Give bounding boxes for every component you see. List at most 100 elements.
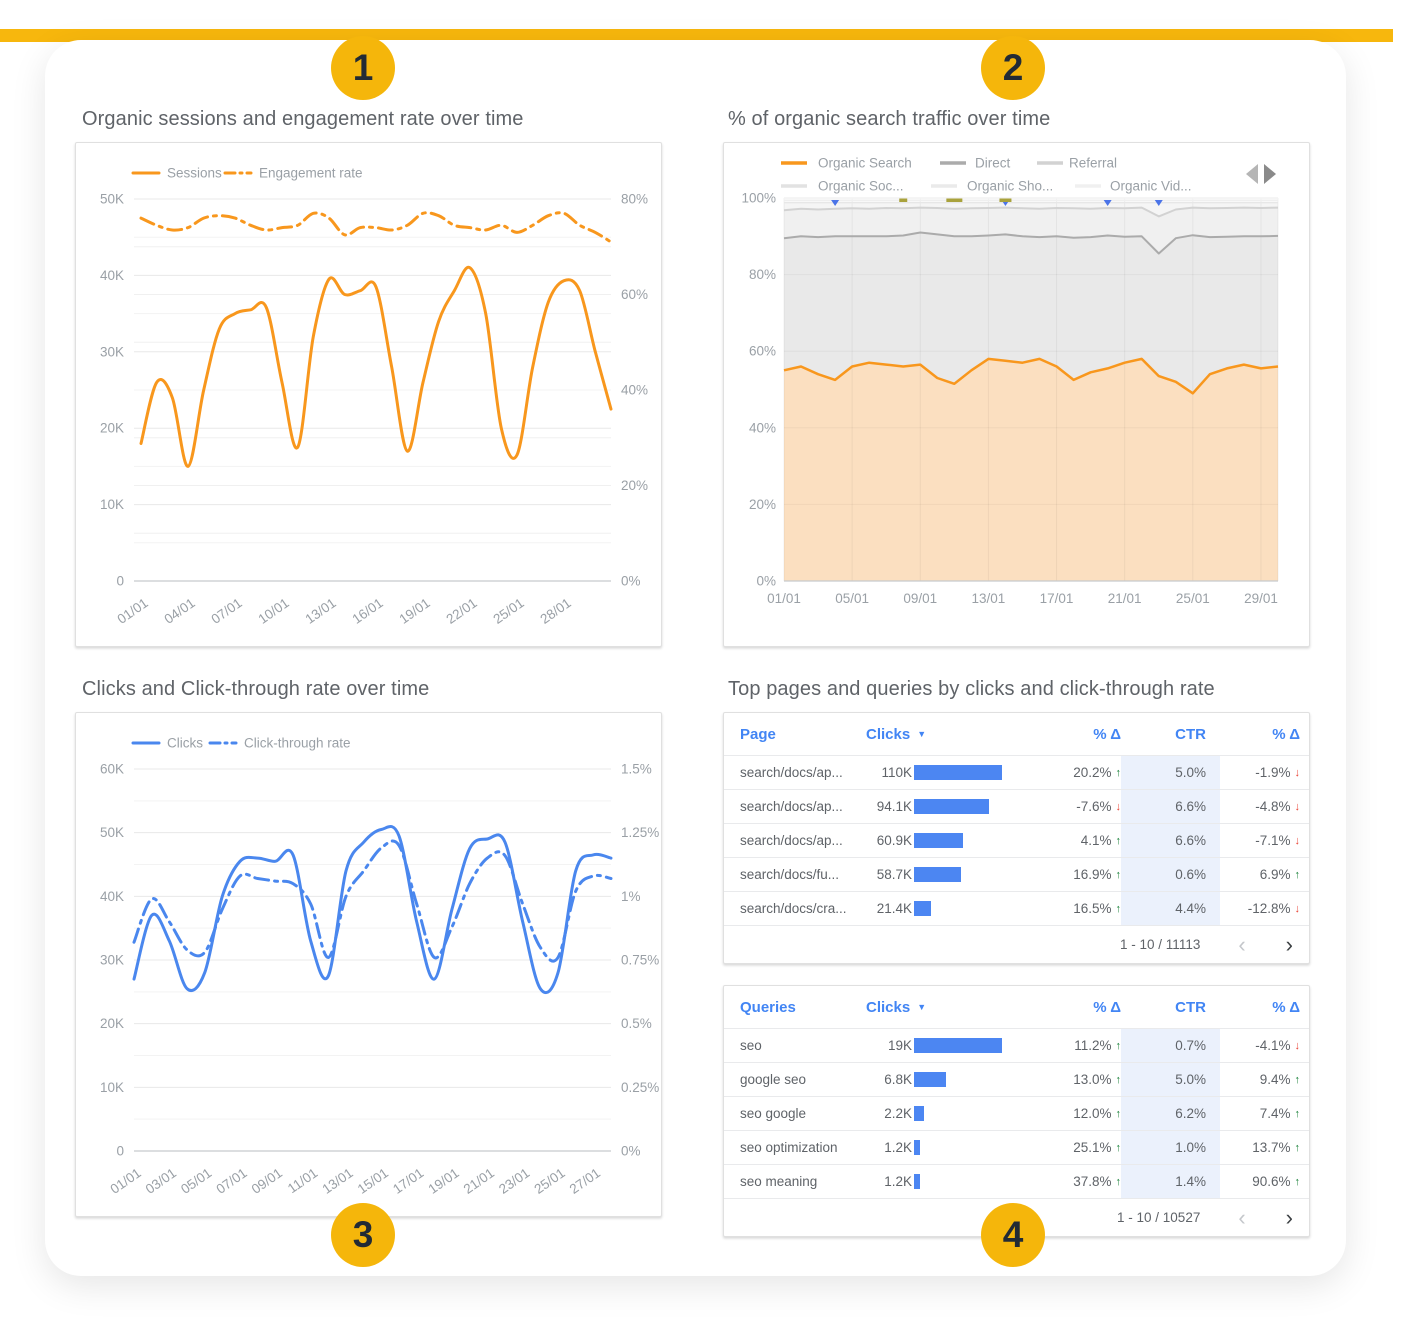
pages-row-4-ctr: 4.4% [1121,892,1220,925]
chart1-x-axis-labels: 01/01 04/01 07/01 10/01 13/01 16/01 19/01 22/01… [114,595,573,627]
step-marker-4: 4 [981,1203,1045,1267]
next-page-icon[interactable]: › [1285,1204,1293,1230]
svg-text:0: 0 [116,574,124,589]
next-page-icon[interactable]: › [1285,931,1293,957]
queries-row-1-delta-clicks: 13.0% ↑ [1073,1072,1122,1087]
legend-scroll-right-icon[interactable] [1264,164,1276,184]
svg-text:22/01: 22/01 [443,595,479,627]
up-arrow-icon: ↑ [1294,1141,1301,1154]
svg-text:0%: 0% [756,574,776,589]
chart3-legend-label-0: Clicks [167,736,203,751]
svg-text:21/01: 21/01 [1108,591,1142,606]
legend-label: Organic Soc... [818,179,904,194]
pages-header-clicks[interactable]: Clicks ▼ [866,725,927,743]
queries-row-3-ctr: 1.0% [1121,1131,1220,1164]
up-arrow-icon: ↑ [1115,1175,1122,1188]
olive-dash-marker [946,198,963,202]
svg-text:19/01: 19/01 [425,1165,461,1197]
queries-header-delta-clicks[interactable]: % Δ [1093,998,1121,1016]
queries-row-4: seo meaning 1.2K 37.8% ↑ 1.4% 90.6% ↑ [724,1164,1309,1198]
queries-header-name[interactable]: Queries [740,998,796,1016]
pages-row-4: search/docs/cra... 21.4K 16.5% ↑ 4.4% -12.8% ↓ [724,891,1309,925]
chart1-gridlines [134,198,611,582]
queries-row-1-clicks: 6.8K [884,1072,912,1087]
pages-row-4-name: search/docs/cra... [740,901,847,916]
up-arrow-icon: ↑ [1294,1175,1301,1188]
line-referral [783,206,1279,218]
queries-row-2: seo google 2.2K 12.0% ↑ 6.2% 7.4% ↑ [724,1096,1309,1130]
svg-text:0: 0 [116,1144,124,1159]
pages-row-4-delta-clicks: 16.5% ↑ [1073,901,1122,916]
chart1-series-secondary-line [139,211,613,244]
chart3-legend-label-1: Click-through rate [244,736,351,751]
pages-header-delta-clicks[interactable]: % Δ [1093,725,1121,743]
chart1-y-right-labels: 0% 20% 40% 60% 80% [621,192,648,589]
pages-pagination-label: 1 - 10 / 11113 [1120,937,1201,952]
pages-row-3-clicks: 58.7K [876,867,912,882]
sort-desc-icon: ▼ [917,729,927,739]
queries-row-3-delta-clicks: 25.1% ↑ [1073,1140,1121,1155]
blue-triangle-marker [1103,200,1112,206]
svg-text:13/01: 13/01 [972,591,1006,606]
prev-page-icon[interactable]: ‹ [1238,931,1246,957]
prev-page-icon[interactable]: ‹ [1238,1204,1246,1230]
pages-header-row: Page Clicks ▼ % Δ CTR % Δ [724,713,1309,755]
queries-row-2-delta-clicks: 12.0% ↑ [1073,1106,1122,1121]
down-arrow-icon: ↓ [1115,800,1122,813]
pages-row-3-name: search/docs/fu... [740,867,840,882]
down-arrow-icon: ↓ [1294,834,1301,847]
olive-dash-marker [999,198,1012,202]
stacked-area-boundary-lines [783,197,1279,395]
svg-text:17/01: 17/01 [390,1165,426,1197]
legend-label: Organic Search [818,156,912,171]
svg-text:1.25%: 1.25% [621,825,659,840]
pages-row-3-ctr: 0.6% [1121,858,1220,891]
blue-triangle-marker [1154,200,1163,206]
clicks-chart-panel: 0 10K 20K 30K 40K 50K 60K 0% 0.25% 0.5% 0.75% 1% 1.2… [75,712,662,1217]
sort-desc-icon: ▼ [917,1002,927,1012]
queries-header-clicks[interactable]: Clicks ▼ [866,998,927,1016]
sessions-engagement-line-chart: 0 10K 20K 30K 40K 50K 0% 20% 40% 60% 80% 01/01 04/01… [100,166,648,627]
pages-row-0-clicks: 110K [881,765,912,780]
pages-row-0-ctr: 5.0% [1121,756,1220,789]
pages-row-4-clicks: 21.4K [876,901,912,916]
clicks-bar [914,833,963,848]
queries-row-3: seo optimization 1.2K 25.1% ↑ 1.0% 13.7% ↑ [724,1130,1309,1164]
svg-text:40K: 40K [100,268,124,283]
svg-text:0%: 0% [621,1144,641,1159]
queries-row-2-clicks: 2.2K [884,1106,912,1121]
queries-header-delta-ctr[interactable]: % Δ [1272,998,1300,1016]
svg-text:50K: 50K [100,192,124,207]
svg-text:30K: 30K [100,344,124,359]
up-arrow-icon: ↑ [1294,868,1301,881]
tables-section-title: Top pages and queries by clicks and clic… [728,678,1215,700]
legend-scroll-left-icon[interactable] [1246,164,1258,184]
svg-text:25/01: 25/01 [1176,591,1210,606]
clicks-bar [914,1072,946,1087]
svg-text:0.75%: 0.75% [621,953,659,968]
queries-row-1-clicks-bar [912,1063,1020,1096]
clicks-ctr-line-chart: 0 10K 20K 30K 40K 50K 60K 0% 0.25% 0.5% 0.75% 1% 1.2… [100,736,659,1197]
chart3-series-primary-line [132,825,613,994]
chart3-x-axis-labels: 01/01 03/01 05/01 07/01 09/01 11/01 13/01 15/01… [107,1165,603,1197]
queries-row-0-ctr: 0.7% [1121,1029,1220,1062]
up-arrow-icon: ↑ [1115,1107,1122,1120]
pages-row-3-delta-ctr: 6.9% ↑ [1259,867,1301,882]
legend-label: Organic Sho... [967,179,1053,194]
chart1-series-primary-line [139,265,613,468]
pages-row-1-delta-clicks: -7.6% ↓ [1076,799,1122,814]
pages-header-ctr[interactable]: CTR [1175,725,1206,743]
clicks-bar [914,1038,1002,1053]
pages-row-2: search/docs/ap... 60.9K 4.1% ↑ 6.6% -7.1% ↓ [724,823,1309,857]
svg-text:0.25%: 0.25% [621,1080,659,1095]
pages-header-delta-ctr[interactable]: % Δ [1272,725,1300,743]
queries-row-3-name: seo optimization [740,1140,838,1155]
pages-row-2-delta-clicks: 4.1% ↑ [1080,833,1121,848]
svg-text:21/01: 21/01 [461,1165,497,1197]
up-arrow-icon: ↑ [1115,902,1122,915]
svg-text:28/01: 28/01 [537,595,573,627]
queries-header-ctr[interactable]: CTR [1175,998,1206,1016]
up-arrow-icon: ↑ [1115,1073,1122,1086]
svg-text:27/01: 27/01 [567,1165,603,1197]
pages-header-name[interactable]: Page [740,725,776,743]
